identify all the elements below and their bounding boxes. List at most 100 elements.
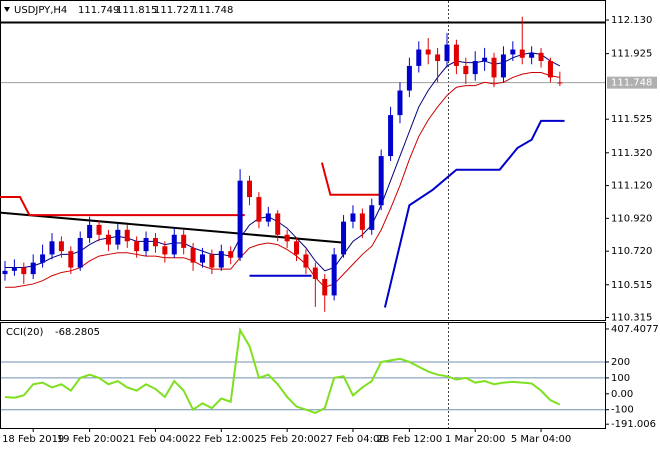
candle-body [500,54,506,78]
candle-body [40,254,46,263]
low-value: 111.727 [154,5,195,16]
menu-arrow[interactable] [4,7,10,12]
candle-body [30,262,36,275]
x-tick-label: 22 Feb 12:00 [188,434,254,445]
candle-body [472,61,478,75]
candle-body [444,44,450,62]
y-tick-label: 100 [611,373,630,384]
x-tick-label: 25 Feb 20:00 [254,434,320,445]
candle-body [378,156,384,206]
candle-body [143,238,149,252]
x-tick-label: 18 Feb 2019 [2,434,64,445]
candle-body [341,221,347,255]
cci-line [4,327,561,414]
candle-body [312,267,318,280]
y-tick-label: 110.920 [611,213,652,224]
candle-body [21,267,27,275]
candle-body [96,224,102,235]
candle-body [275,213,281,235]
candle-body [190,247,196,263]
candle-body [397,90,403,116]
y-tick-label: 110.720 [611,246,652,257]
overlay-line [0,196,245,217]
header: USDJPY,H4 111.749 111.815 111.727 111.74… [14,5,233,16]
candle-body [294,241,300,255]
candle-body [209,254,215,268]
y-tick-label: 110.315 [611,313,652,324]
candle-body [265,213,271,222]
candle-body [547,61,553,78]
indicator-value: -68.2805 [55,327,100,338]
x-tick-label: 1 Mar 20:00 [445,434,505,445]
candle-body [115,229,121,245]
candle-body [284,234,290,242]
candle-body [11,267,17,271]
candle-body [463,65,469,75]
candle-body [482,57,488,62]
candle-body [359,213,365,230]
candle-body [181,234,187,248]
x-tick-label: 21 Feb 04:00 [123,434,189,445]
overlay-line [383,119,565,308]
candle-body [519,49,525,58]
candle-body [68,251,74,268]
close-value: 111.748 [192,5,233,16]
y-tick-label: -191.006 [611,419,656,430]
candle-body [529,52,535,58]
moving-average [4,52,561,272]
candle-body [218,251,224,268]
x-tick-label: 19 Feb 20:00 [57,434,123,445]
candle-body [425,49,431,55]
candle-body [77,238,83,268]
candle-body [510,49,516,55]
candle-body [199,254,205,263]
candle-body [171,234,177,255]
candle-body [322,279,328,296]
y-tick-label: 111.925 [611,49,652,60]
x-tick-label: 28 Feb 12:00 [377,434,443,445]
x-tick-label: 5 Mar 04:00 [511,434,571,445]
price-pane [0,0,606,321]
candle-body [134,241,140,252]
y-tick-label: 407.4077 [611,324,659,335]
candle-body [388,115,394,157]
candle-body [303,254,309,268]
candle-body [435,54,441,62]
candle-body [416,49,422,66]
y-tick-label: 112.130 [611,15,652,26]
candle-body [491,57,497,78]
candle-body [105,234,111,245]
candle-body [350,213,356,222]
y-tick-label: 111.320 [611,148,652,159]
current-price-box [607,76,657,89]
y-tick-label: 110.515 [611,280,652,291]
candle-body [2,270,8,275]
candle-body [162,246,168,255]
candle-body [49,241,55,255]
y-tick-label: -100 [611,405,634,416]
candle-body [228,251,234,258]
candle-body [247,180,253,198]
y-tick-label: 200 [611,357,630,368]
candle-body [152,238,158,247]
candle-body [453,44,459,66]
symbol: USDJPY,H4 [14,5,67,16]
y-tick-label: 111.525 [611,114,652,125]
candle-body [557,82,563,84]
indicator-pane [0,322,606,429]
current-price-label: 111.748 [611,78,652,89]
high-value: 111.815 [116,5,157,16]
candle-body [124,229,130,242]
moving-average [4,71,560,288]
y-tick-label: 111.120 [611,181,652,192]
candle-body [538,52,544,62]
candle-body [331,254,337,296]
candle-body [58,241,64,252]
candle-body [369,205,375,230]
candle-body [406,65,412,91]
x-tick-label: 27 Feb 04:00 [320,434,386,445]
candle-body [256,197,262,222]
candle-body [87,224,93,239]
candle-body [237,180,243,258]
